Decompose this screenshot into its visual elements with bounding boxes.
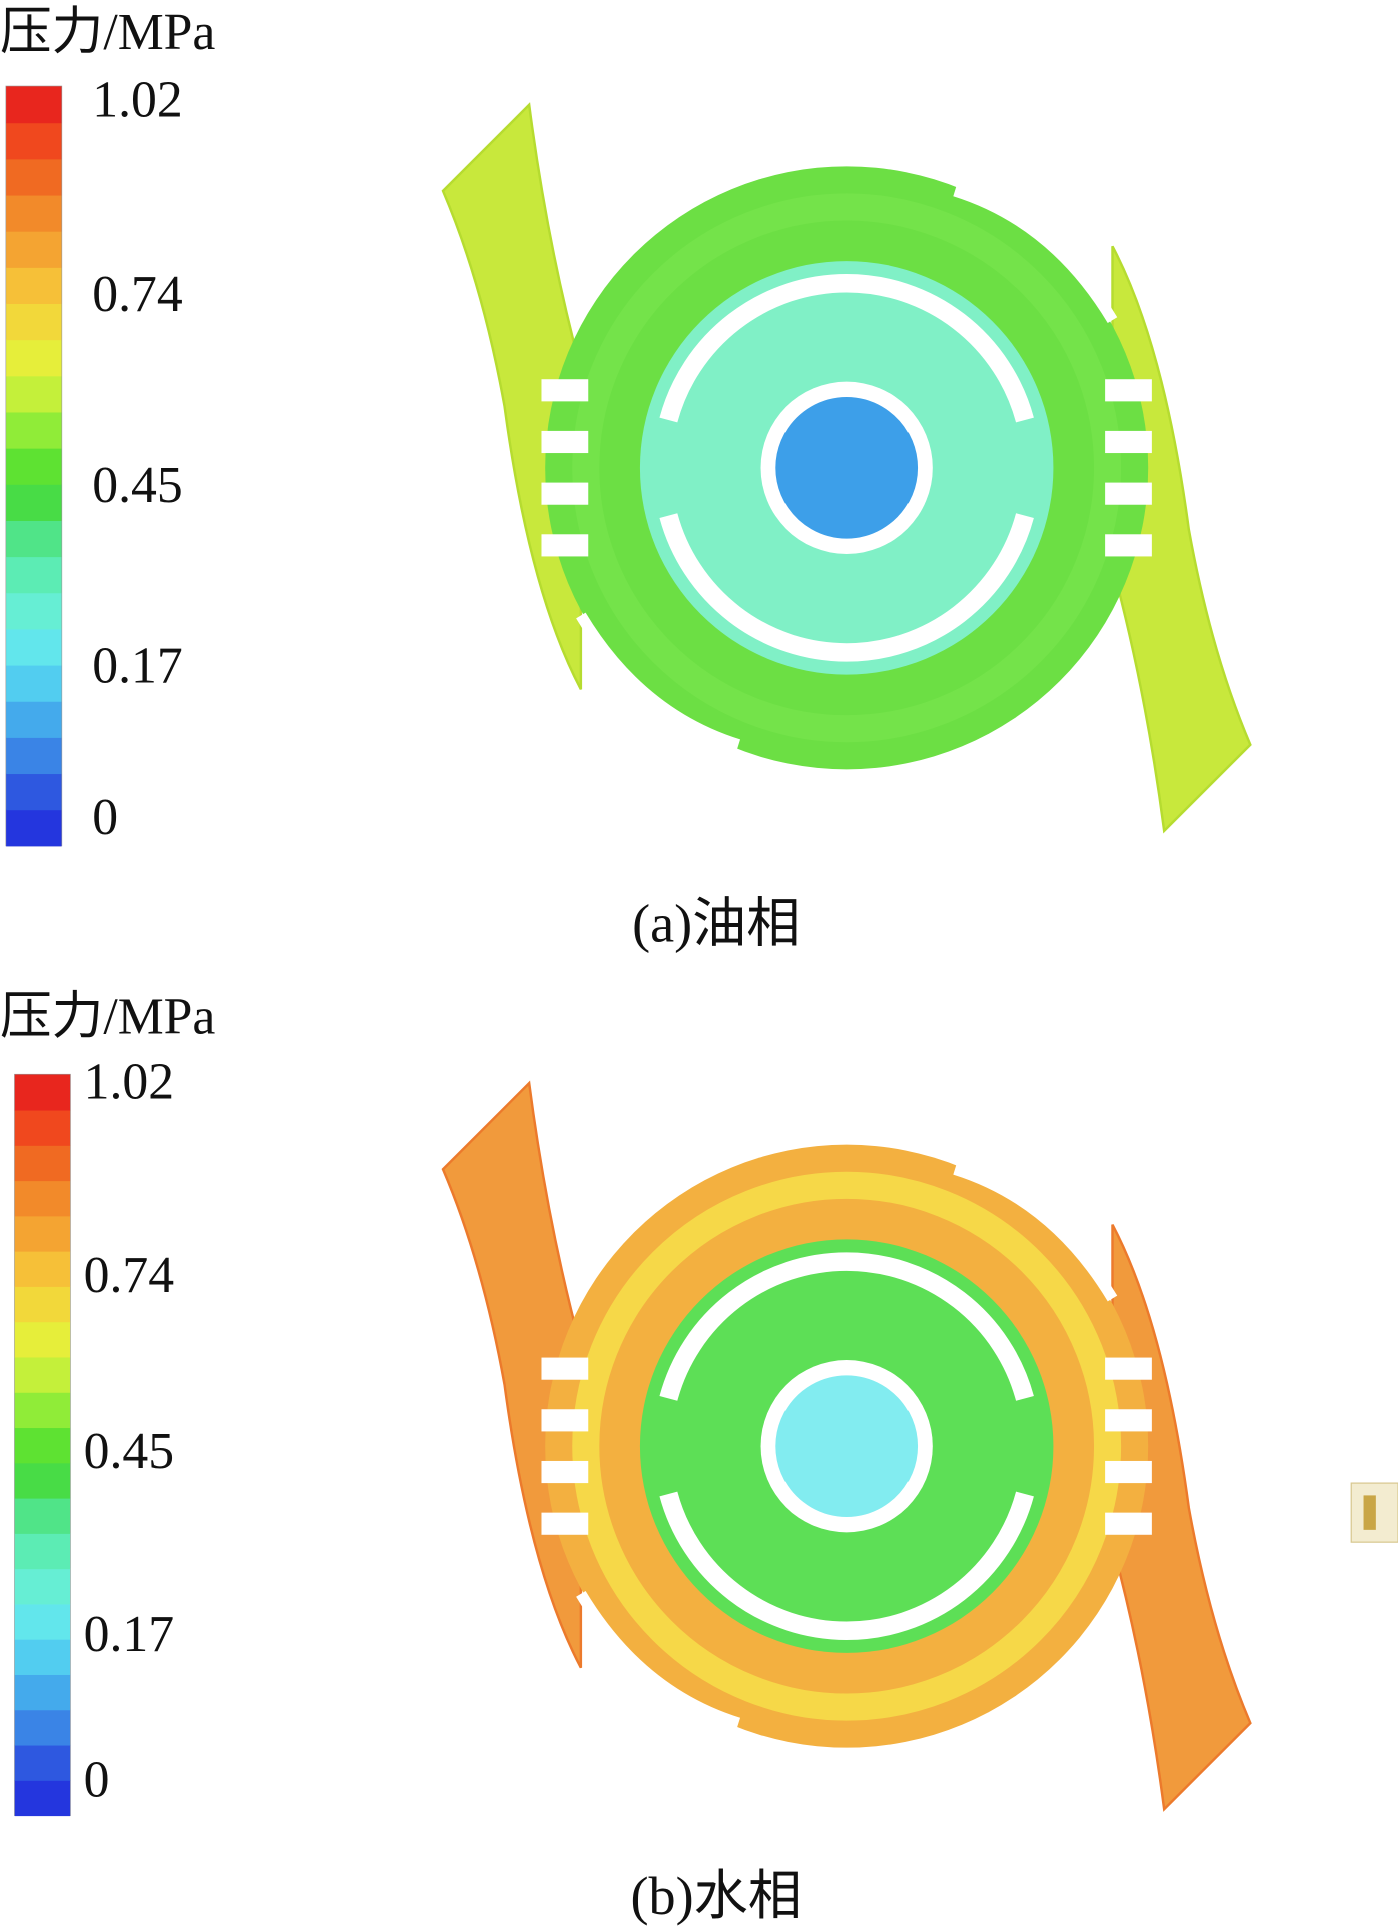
colorbar-band <box>6 339 62 377</box>
pump-contour <box>441 1080 1252 1812</box>
colorbar-band <box>14 1392 71 1429</box>
colorbar-band <box>14 1462 71 1499</box>
slat-gap <box>1105 1460 1152 1484</box>
hub <box>775 1374 919 1518</box>
slat-gap <box>541 1357 589 1380</box>
colorbar-band <box>14 1250 71 1287</box>
slat-gap <box>541 379 589 402</box>
colorbar-band <box>14 1603 71 1640</box>
colorbar-band <box>6 447 62 485</box>
colorbar-band <box>14 1109 71 1146</box>
colorbar-tick: 0.17 <box>84 1606 174 1663</box>
colorbar-band <box>6 556 62 594</box>
colorbar-band <box>6 158 62 196</box>
slat-gap <box>1105 482 1152 505</box>
slat-gap <box>1105 1409 1152 1432</box>
colorbar-band <box>14 1638 71 1675</box>
caption: (b)水相 <box>631 1866 802 1926</box>
colorbar-band <box>14 1215 71 1252</box>
colorbar-band <box>6 267 62 305</box>
colorbar-band <box>14 1780 71 1817</box>
colorbar-band <box>6 520 62 558</box>
colorbar-band <box>6 122 62 160</box>
colorbar-band <box>6 230 62 268</box>
slat-gap <box>1105 1512 1152 1535</box>
colorbar-band <box>14 1356 71 1393</box>
slat-gap <box>541 534 589 557</box>
colorbar-band <box>14 1709 71 1746</box>
side-gap <box>953 1164 1118 1302</box>
side-gap <box>953 185 1118 323</box>
colorbar-title: 压力/MPa <box>0 988 215 1045</box>
colorbar-band <box>14 1744 71 1781</box>
colorbar-tick: 0.45 <box>84 1423 174 1480</box>
colorbar-band <box>6 411 62 449</box>
colorbar-band <box>6 303 62 341</box>
slat-gap <box>541 482 589 505</box>
colorbar-band <box>6 773 62 811</box>
side-gap <box>576 612 741 751</box>
colorbar-band <box>6 700 62 738</box>
slat-gap <box>541 1512 589 1535</box>
slat-gap <box>541 1460 589 1484</box>
pump-contour <box>441 102 1252 834</box>
hub-slit <box>775 1364 918 1411</box>
arc-slit <box>659 1491 1034 1640</box>
colorbar-band <box>14 1568 71 1605</box>
colorbar-title: 压力/MPa <box>0 4 215 61</box>
colorbar-band <box>6 592 62 630</box>
colorbar-band <box>14 1286 71 1323</box>
colorbar-tick: 0.74 <box>84 1247 175 1304</box>
colorbar-band <box>6 628 62 666</box>
colorbar-band <box>6 375 62 413</box>
colorbar-band <box>6 737 62 775</box>
colorbar-band <box>14 1533 71 1570</box>
colorbar-band <box>6 809 62 847</box>
arc-slit <box>659 1252 1034 1401</box>
hub <box>775 396 919 540</box>
hub-slit <box>775 1481 918 1529</box>
colorbar-band <box>6 86 62 124</box>
colorbar-band <box>6 664 62 702</box>
colorbar-tick: 0.45 <box>92 457 182 514</box>
colorbar-tick: 1.02 <box>84 1054 174 1111</box>
slat-gap <box>1105 430 1152 454</box>
colorbar-tick: 0 <box>92 789 118 846</box>
colorbar-band <box>14 1427 71 1464</box>
colorbar-tick: 0.74 <box>92 266 183 323</box>
slat-gap <box>1105 379 1152 402</box>
colorbar-band <box>14 1180 71 1217</box>
arc-slit <box>659 513 1034 662</box>
slat-gap <box>1105 534 1152 557</box>
hub-slit <box>775 503 918 550</box>
slat-gap <box>1105 1357 1152 1380</box>
caption: (a)油相 <box>632 894 800 954</box>
colorbar-band <box>14 1074 71 1111</box>
colorbar-band <box>14 1145 71 1182</box>
colorbar-band <box>6 194 62 232</box>
colorbar-tick: 0 <box>84 1751 110 1808</box>
icon-part <box>1363 1495 1376 1530</box>
colorbar-band <box>6 484 62 521</box>
colorbar-tick: 0.17 <box>92 638 182 695</box>
colorbar-band <box>14 1321 71 1358</box>
slat-gap <box>541 430 589 454</box>
ring-band <box>572 1171 1122 1721</box>
arc-slit <box>659 274 1034 423</box>
hub-slit <box>775 385 918 433</box>
slat-gap <box>541 1409 589 1432</box>
colorbar-band <box>14 1674 71 1711</box>
ring-band <box>572 193 1122 743</box>
colorbar-band <box>14 1497 71 1534</box>
colorbar-tick: 1.02 <box>92 72 182 129</box>
side-gap <box>576 1591 741 1729</box>
